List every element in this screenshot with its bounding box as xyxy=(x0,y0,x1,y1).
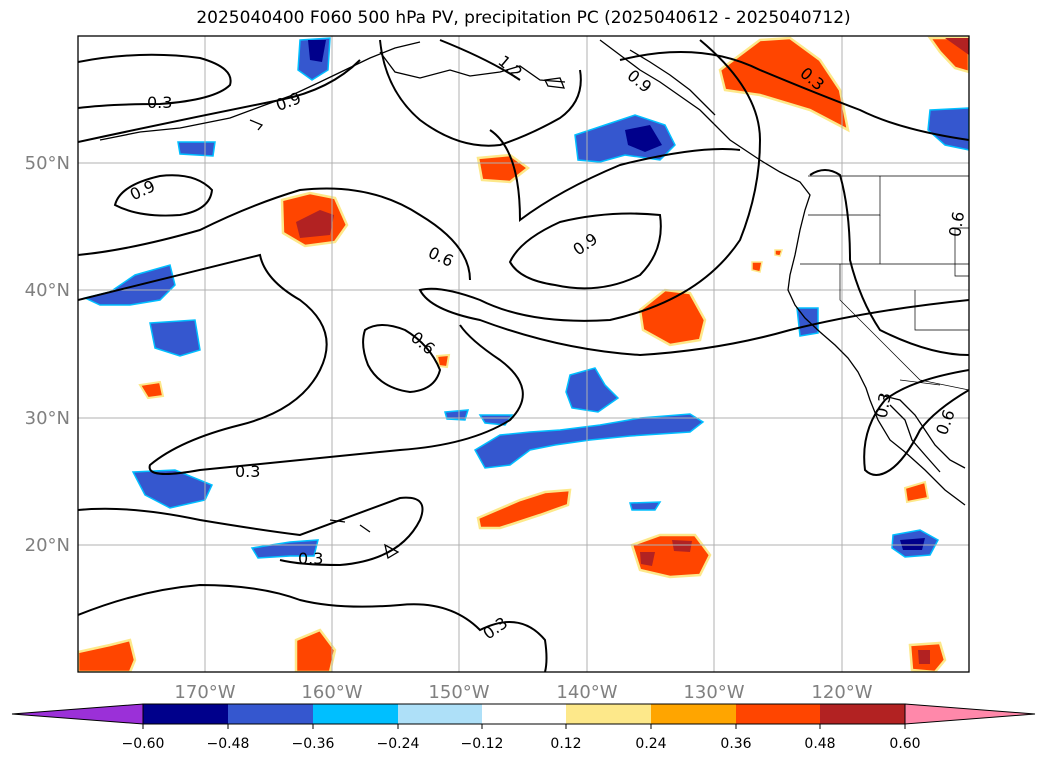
precip-shading xyxy=(78,36,969,672)
coastlines xyxy=(99,39,966,560)
lon-label: 170°W xyxy=(174,682,235,703)
pos-anomaly-blob xyxy=(945,38,969,55)
longitude-labels: 170°W 160°W 150°W 140°W 130°W 120°W xyxy=(174,682,872,703)
neg-anomaly-blob xyxy=(565,367,620,413)
colorbar-tick-label: 0.60 xyxy=(889,736,920,752)
neg-anomaly-blob xyxy=(629,501,662,511)
contour-label: 0.9 xyxy=(127,176,158,204)
pos-anomaly-blob xyxy=(774,249,784,257)
colorbar-swatch xyxy=(228,704,313,724)
contour-label: 0.6 xyxy=(932,407,959,437)
pos-anomaly-blob xyxy=(903,480,930,504)
colorbar-tick-label: 0.12 xyxy=(550,736,581,752)
neg-anomaly-blob xyxy=(308,40,326,62)
colorbar-tick-label: −0.36 xyxy=(292,736,335,752)
contour-label: 0.3 xyxy=(235,462,260,481)
latitude-labels: 50°N 40°N 30°N 20°N xyxy=(25,153,70,556)
lat-label: 40°N xyxy=(25,280,70,301)
lat-label: 20°N xyxy=(25,535,70,556)
contour-label: 0.6 xyxy=(407,328,439,359)
lon-label: 150°W xyxy=(428,682,489,703)
lon-label: 120°W xyxy=(811,682,872,703)
pos-anomaly-blob xyxy=(672,540,692,552)
colorbar-tick-label: −0.12 xyxy=(461,736,504,752)
neg-anomaly-blob xyxy=(131,469,214,509)
map-title: 2025040400 F060 500 hPa PV, precipitatio… xyxy=(196,8,851,28)
colorbar-outline xyxy=(142,703,906,725)
pos-anomaly-blob xyxy=(435,353,451,369)
colorbar-extend-low xyxy=(11,703,144,725)
colorbar-swatch xyxy=(566,704,651,724)
lon-label: 160°W xyxy=(301,682,362,703)
neg-anomaly-blob xyxy=(473,413,705,469)
pos-anomaly-blob xyxy=(78,638,137,672)
colorbar-swatch xyxy=(482,704,566,724)
colorbar-tick-label: −0.24 xyxy=(377,736,420,752)
colorbar-extend-high xyxy=(904,703,1036,725)
pos-anomaly-blob xyxy=(296,210,334,238)
contour-label: 0.3 xyxy=(147,93,172,112)
colorbar-swatch xyxy=(820,704,905,724)
pos-anomaly-blob xyxy=(476,153,531,184)
pos-anomaly-blob xyxy=(640,552,655,566)
colorbar-tick-label: −0.48 xyxy=(207,736,250,752)
neg-anomaly-blob xyxy=(625,125,662,152)
neg-anomaly-blob xyxy=(574,114,676,163)
pos-anomaly-blob xyxy=(751,261,763,273)
pos-anomaly-blob xyxy=(918,650,930,664)
neg-anomaly-blob xyxy=(478,414,514,426)
lon-label: 140°W xyxy=(556,682,617,703)
lon-label: 130°W xyxy=(683,682,744,703)
contour-label: 0.3 xyxy=(479,613,511,643)
map-frame xyxy=(77,35,970,673)
neg-anomaly-blob xyxy=(900,538,925,550)
colorbar-swatch xyxy=(313,704,398,724)
colorbar-tick-label: 0.36 xyxy=(720,736,751,752)
contour-label: 0.3 xyxy=(872,391,895,419)
contour-label: 0.6 xyxy=(425,243,456,271)
pos-anomaly-blob xyxy=(138,380,165,400)
contour-label: 0.3 xyxy=(298,549,323,568)
colorbar-swatch xyxy=(736,704,820,724)
pos-anomaly-blob xyxy=(294,628,337,672)
graticule xyxy=(78,36,969,672)
contour-label: 0.6 xyxy=(945,210,968,238)
colorbar-tick-label: 0.24 xyxy=(635,736,666,752)
colorbar-swatch xyxy=(143,704,228,724)
pv-contours xyxy=(78,39,969,672)
lat-label: 30°N xyxy=(25,408,70,429)
neg-anomaly-blob xyxy=(177,141,216,157)
contour-label: 1.2 xyxy=(494,51,526,82)
political-borders xyxy=(800,175,969,391)
colorbar-tick-label: 0.48 xyxy=(804,736,835,752)
colorbar-swatch xyxy=(398,704,482,724)
contour-label: 0.9 xyxy=(624,66,656,97)
contour-label: 0.9 xyxy=(569,229,601,259)
pos-anomaly-blob xyxy=(718,36,850,133)
colorbar-tick-label: −0.60 xyxy=(122,736,165,752)
colorbar-swatch xyxy=(651,704,736,724)
pos-anomaly-blob xyxy=(476,488,572,530)
colorbar: −0.60 −0.48 −0.36 −0.24 −0.12 0.12 0.24 … xyxy=(11,703,1036,752)
neg-anomaly-blob xyxy=(927,107,969,151)
lat-label: 50°N xyxy=(25,153,70,174)
neg-anomaly-blob xyxy=(149,319,201,357)
contour-labels: 0.3 0.9 1.2 0.9 0.3 0.9 0.6 0.9 0.6 0.3 … xyxy=(127,51,968,643)
neg-anomaly-blob xyxy=(82,264,176,306)
